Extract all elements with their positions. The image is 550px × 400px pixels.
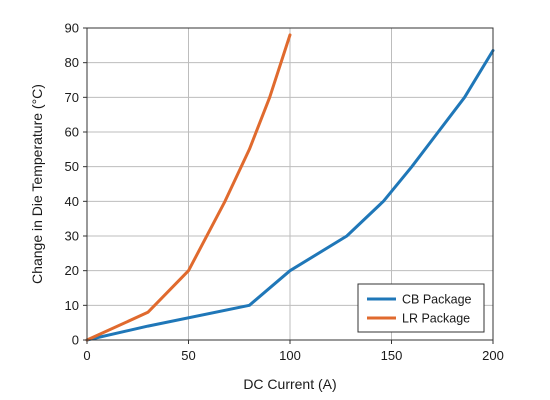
- y-axis-title: Change in Die Temperature (°C): [29, 84, 45, 284]
- x-axis-title: DC Current (A): [243, 376, 336, 392]
- series-line-lr-package: [85, 33, 292, 342]
- y-axis-ticks: 0 10 20 30 40 50 60 70 80 90: [65, 21, 87, 348]
- legend-box: [357, 283, 485, 333]
- y-tick-label: 70: [65, 90, 79, 105]
- grid: [87, 28, 493, 340]
- y-tick-label: 60: [65, 125, 79, 140]
- x-tick-label: 200: [482, 348, 504, 363]
- y-tick-label: 30: [65, 229, 79, 244]
- series-line-cb-package: [85, 49, 495, 342]
- y-tick-label: 50: [65, 159, 79, 174]
- x-axis-ticks: 0 50 100 150 200: [83, 340, 504, 363]
- x-tick-label: 150: [381, 348, 403, 363]
- y-tick-label: 80: [65, 55, 79, 70]
- x-tick-label: 50: [181, 348, 195, 363]
- legend-label-lr: LR Package: [402, 312, 470, 326]
- x-tick-label: 100: [279, 348, 301, 363]
- series-layer: [85, 33, 495, 342]
- x-tick-label: 0: [83, 348, 90, 363]
- y-tick-label: 90: [65, 21, 79, 36]
- legend: CB Package LR Package: [357, 283, 485, 333]
- y-tick-label: 40: [65, 194, 79, 209]
- y-tick-label: 10: [65, 298, 79, 313]
- legend-label-cb: CB Package: [402, 293, 472, 307]
- y-tick-label: 20: [65, 263, 79, 278]
- y-tick-label: 0: [72, 333, 79, 348]
